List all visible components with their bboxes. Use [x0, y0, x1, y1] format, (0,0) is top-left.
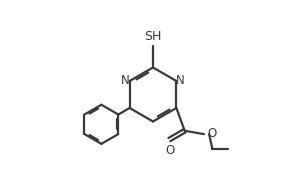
Text: O: O: [165, 144, 174, 157]
Text: SH: SH: [144, 30, 162, 43]
Text: O: O: [207, 127, 217, 140]
Text: N: N: [121, 74, 130, 88]
Text: N: N: [176, 74, 185, 88]
